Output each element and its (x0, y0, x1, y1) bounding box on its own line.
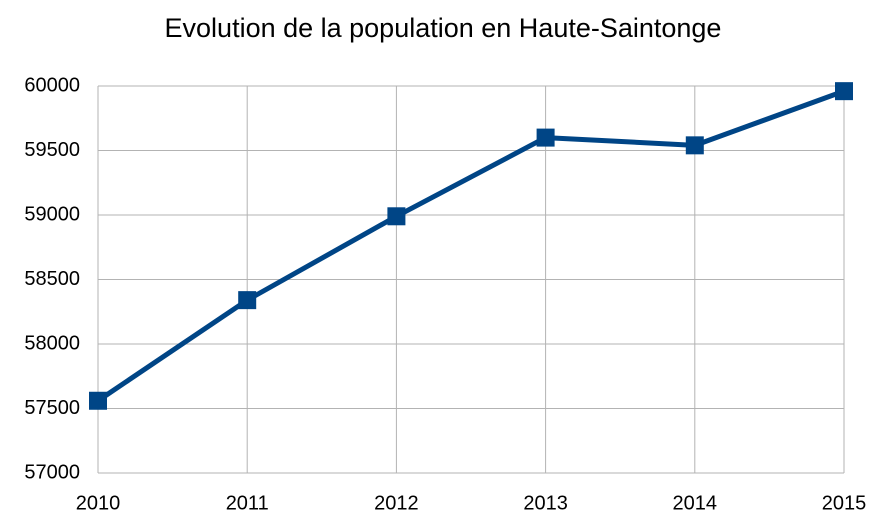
x-tick-label: 2012 (374, 492, 419, 514)
chart-title: Evolution de la population en Haute-Sain… (165, 13, 722, 43)
y-tick-label: 57500 (24, 397, 80, 419)
x-tick-label: 2013 (523, 492, 568, 514)
line (96, 88, 845, 403)
y-tick-label: 57000 (24, 461, 80, 483)
y-tick-label: 59500 (24, 139, 80, 161)
y-tick-label: 58000 (24, 332, 80, 354)
marker (835, 82, 853, 101)
x-tick-label: 2015 (822, 492, 867, 514)
marker (238, 291, 257, 310)
marker (685, 136, 704, 155)
y-tick-label: 58500 (24, 268, 80, 290)
marker (89, 391, 107, 410)
x-tick-label: 2011 (226, 492, 269, 514)
y-tick-label: 59000 (24, 203, 80, 225)
x-tick-label: 2014 (673, 492, 718, 514)
y-tick-label: 60000 (24, 74, 80, 96)
x-tick-label: 2010 (76, 492, 121, 514)
marker (536, 128, 555, 147)
marker (387, 207, 406, 226)
